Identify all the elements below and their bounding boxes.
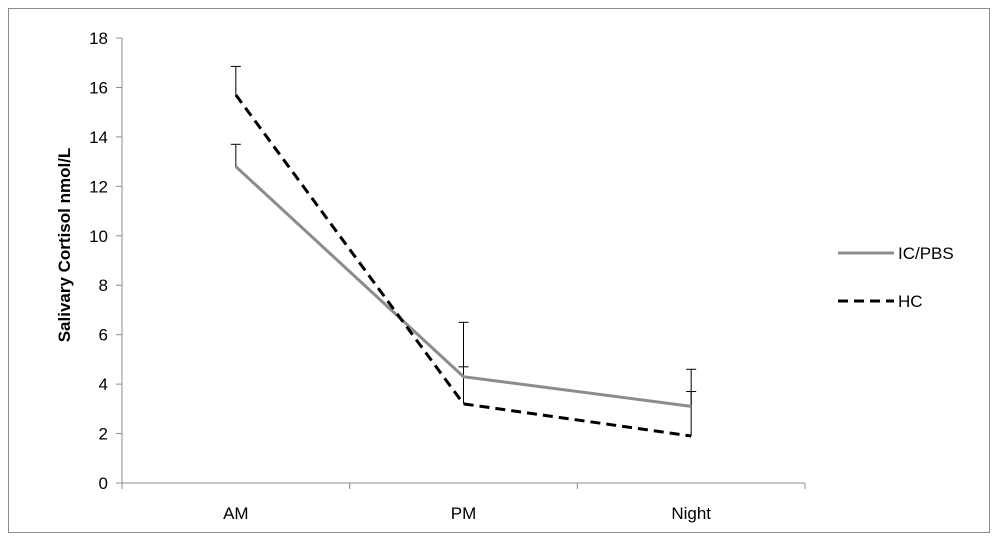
series-line-1	[234, 93, 692, 438]
y-tick-label: 12	[89, 177, 108, 196]
series-line-0	[234, 165, 692, 408]
y-tick-label: 6	[99, 326, 108, 345]
y-axis-title: Salivary Cortisol nmol/L	[55, 148, 74, 343]
y-tick-label: 2	[99, 425, 108, 444]
legend-label: IC/PBS	[898, 244, 954, 263]
y-tick-label: 16	[89, 78, 108, 97]
y-tick-label: 8	[99, 276, 108, 295]
chart-frame	[8, 8, 990, 533]
x-tick-label: PM	[451, 504, 477, 523]
y-tick-label: 10	[89, 227, 108, 246]
legend-label: HC	[898, 292, 923, 311]
y-tick-label: 14	[89, 128, 108, 147]
x-tick-label: AM	[223, 504, 249, 523]
x-tick-label: Night	[671, 504, 711, 523]
y-tick-label: 18	[89, 29, 108, 48]
y-tick-label: 0	[99, 474, 108, 493]
y-tick-label: 4	[99, 375, 108, 394]
